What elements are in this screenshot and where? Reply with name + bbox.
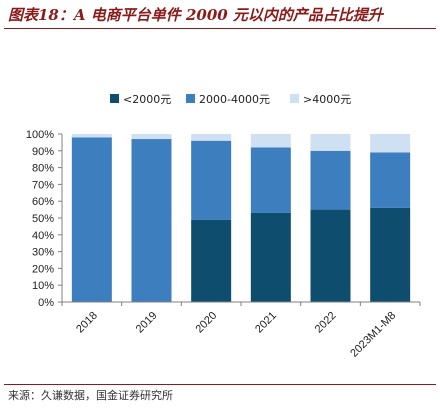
legend-label: <2000元 [123, 93, 171, 106]
x-tick-label: 2019 [134, 310, 160, 336]
y-tick-label: 70% [32, 179, 54, 191]
bar-segment [250, 134, 291, 148]
y-tick-label: 30% [32, 247, 54, 259]
stacked-bar-chart: <2000元 2000-4000元 >4000元 0% 10% 20% 30% 40% 50%… [26, 93, 421, 360]
legend-label: >4000元 [303, 93, 351, 106]
bar-segment [370, 152, 411, 208]
title-rule [4, 28, 436, 29]
source-rule [4, 384, 436, 385]
y-tick-label: 60% [32, 196, 54, 208]
bar-segment [191, 134, 232, 141]
bar-segment [250, 147, 291, 213]
legend-item: <2000元 [110, 93, 171, 106]
legend-item: >4000元 [290, 93, 351, 106]
legend-swatch [110, 94, 119, 103]
bar-segment [250, 212, 291, 302]
bar-segment [191, 219, 232, 302]
x-axis: 2018 2019 2020 2021 2022 2023M1-M8 [61, 301, 421, 360]
y-tick-label: 40% [32, 230, 54, 242]
legend-item: 2000-4000元 [186, 93, 270, 106]
y-tick-label: 10% [32, 280, 54, 292]
bar-area [71, 134, 411, 302]
figure-title: 图表18：A 电商平台单件 2000 元以内的产品占比提升 [8, 6, 383, 24]
y-tick-label: 80% [32, 163, 54, 175]
x-tick-label: 2023M1-M8 [348, 310, 398, 360]
y-tick-label: 20% [32, 263, 54, 275]
bar-segment [310, 150, 351, 210]
legend-swatch [186, 94, 195, 103]
y-tick-label: 0% [38, 297, 54, 309]
bar-segment [191, 140, 232, 220]
x-tick-label: 2018 [74, 310, 100, 336]
bar-segment [370, 134, 411, 153]
bar-segment [131, 134, 172, 140]
bar-segment [310, 134, 351, 151]
x-tick-label: 2022 [313, 310, 339, 336]
x-tick-label: 2021 [253, 310, 279, 336]
bar-segment [370, 207, 411, 302]
y-axis: 0% 10% 20% 30% 40% 50% 60% 70% 80% 90% 100% [26, 129, 63, 309]
bar-segment [71, 137, 112, 302]
y-tick-label: 90% [32, 146, 54, 158]
y-tick-label: 100% [26, 129, 54, 141]
bar-segment [71, 134, 112, 138]
chart-legend: <2000元 2000-4000元 >4000元 [110, 93, 351, 106]
bar-segment [131, 139, 172, 302]
source-note: 来源：久谦数据，国金证券研究所 [8, 389, 173, 402]
y-tick-label: 50% [32, 213, 54, 225]
x-tick-label: 2020 [193, 310, 219, 336]
legend-label: 2000-4000元 [199, 93, 270, 106]
bar-segment [310, 209, 351, 302]
legend-swatch [290, 94, 299, 103]
